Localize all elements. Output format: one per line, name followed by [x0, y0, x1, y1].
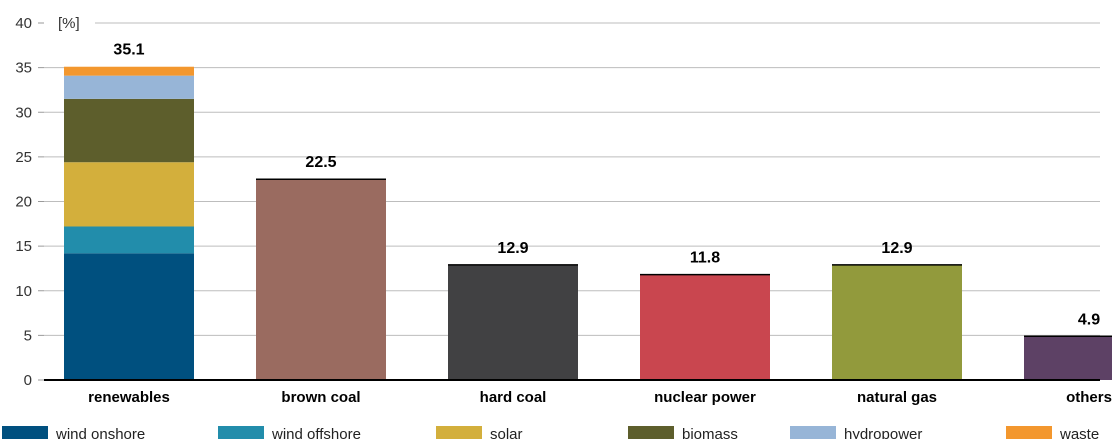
- bar-segment-wind-onshore: [64, 253, 194, 380]
- y-axis-unit-label: [%]: [58, 15, 80, 32]
- x-category-label: natural gas: [857, 389, 937, 406]
- bar-hard-coal: [448, 264, 578, 380]
- bar-value-label: 12.9: [881, 240, 912, 257]
- legend-label: wind onshore: [55, 426, 145, 439]
- x-category-label: brown coal: [281, 389, 360, 406]
- bar-brown-coal: [256, 179, 386, 380]
- bar-segment-wind-offshore: [64, 226, 194, 254]
- bars: 35.1 22.5 12.9 11.8 12.9 4.9: [64, 42, 1112, 380]
- legend-label: solar: [490, 426, 523, 439]
- bar-value-label: 11.8: [690, 250, 720, 267]
- bar-nuclear-power: [640, 274, 770, 380]
- bar-segment-hydropower: [64, 75, 194, 99]
- gridlines: [44, 22, 1100, 381]
- legend-label: wind offshore: [271, 426, 361, 439]
- legend-swatch: [628, 426, 674, 439]
- legend-swatch: [218, 426, 264, 439]
- y-axis: 0 5 10 15 20 25 30 35 40: [15, 15, 44, 389]
- y-tick-label: 5: [24, 327, 32, 344]
- bar-value-label: 12.9: [497, 240, 528, 257]
- legend-label: waste: [1059, 426, 1099, 439]
- y-tick-label: 30: [15, 104, 32, 121]
- legend-label: biomass: [682, 426, 738, 439]
- bar-value-label: 35.1: [113, 42, 144, 59]
- legend-label: hydropower: [844, 426, 922, 439]
- bar-others: [1024, 336, 1112, 380]
- bar-natural-gas: [832, 264, 962, 380]
- y-tick-label: 0: [24, 372, 32, 389]
- legend-swatch: [2, 426, 48, 439]
- bar-value-label: 4.9: [1078, 311, 1100, 328]
- y-tick-label: 40: [15, 15, 32, 32]
- y-tick-label: 25: [15, 149, 32, 166]
- bar-value-label: 22.5: [305, 154, 336, 171]
- bar-segment-solar: [64, 162, 194, 227]
- x-category-label: nuclear power: [654, 389, 756, 406]
- bar-segment-biomass: [64, 98, 194, 163]
- x-category-label: hard coal: [480, 389, 547, 406]
- y-tick-label: 20: [15, 194, 32, 211]
- legend-swatch: [436, 426, 482, 439]
- x-axis: renewables brown coal hard coal nuclear pow…: [44, 379, 1112, 406]
- legend: wind onshore wind offshore solar biomass hyd…: [2, 426, 1099, 439]
- y-tick-label: 35: [15, 60, 32, 77]
- legend-swatch: [790, 426, 836, 439]
- legend-swatch: [1006, 426, 1052, 439]
- bar-segment-waste: [64, 66, 194, 76]
- x-category-label: renewables: [88, 389, 170, 406]
- y-tick-label: 15: [15, 238, 32, 255]
- y-tick-label: 10: [15, 283, 32, 300]
- x-category-label: others: [1066, 389, 1112, 406]
